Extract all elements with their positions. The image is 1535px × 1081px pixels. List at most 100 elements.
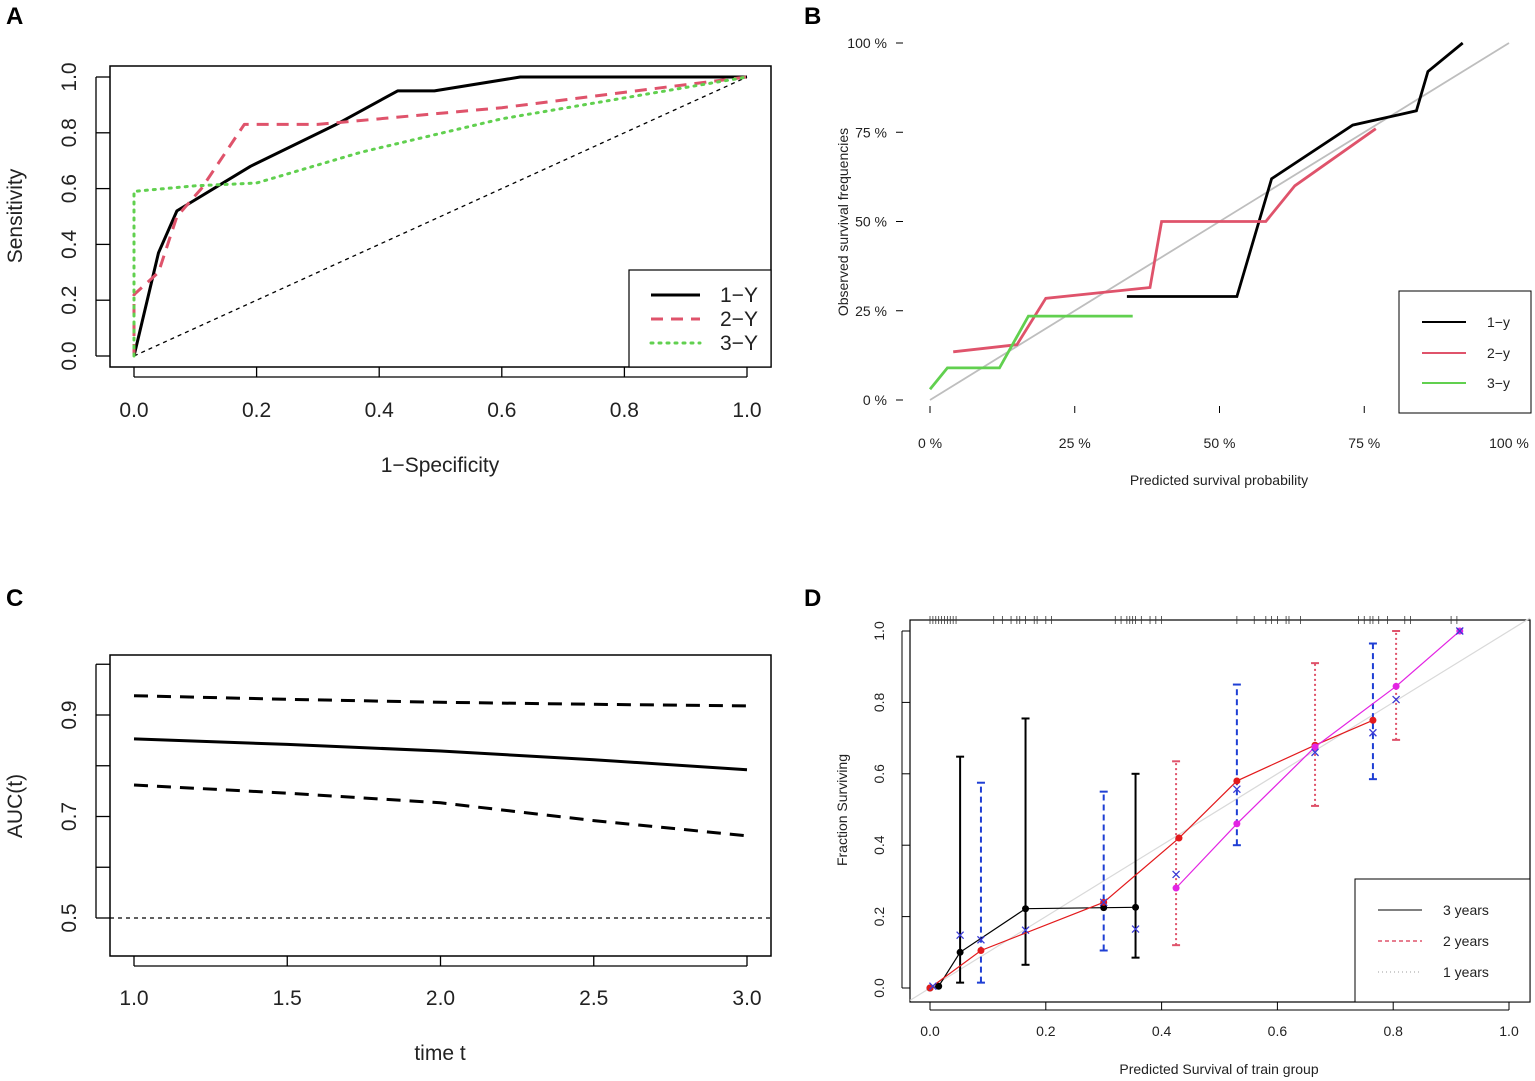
panel-d-x-marker (1455, 627, 1464, 635)
panel-d-x-tick-label: 0.2 (1036, 1023, 1056, 1039)
panel-d-x-tick-label: 0.6 (1268, 1023, 1288, 1039)
panel-b-y-tick-label: 100 % (847, 35, 887, 51)
panel-c-x-tick-label: 3.0 (732, 987, 761, 1010)
panel-d-y-tick-label: 0.0 (871, 978, 887, 998)
panel-a-x-tick-label: 0.2 (242, 399, 271, 422)
panel-c-x-tick-label: 1.5 (273, 987, 302, 1010)
panel-d-x-marker (976, 935, 985, 944)
panel-d-x-marker (956, 931, 965, 940)
panel-d-y-tick-label: 0.8 (871, 692, 887, 712)
panel-b-legend: 1−y 2−y 3−y (1398, 290, 1532, 414)
panel-b-calibration-chart: 0 % 25 % 50 % 75 % 100 % 0 % 25 % 50 % 75 % 100 %… (835, 35, 1532, 488)
panel-b-legend-label-3y: 3−y (1487, 375, 1510, 391)
panel-c-auc-chart: 1.0 1.5 2.0 2.5 3.0 0.5 0.7 0.9 time t AUC(t) (4, 654, 772, 1065)
panel-a-legend-label-3y: 3−Y (720, 332, 758, 355)
panel-d-point (1175, 834, 1183, 842)
panel-c-series-3 (133, 783, 748, 838)
panel-a-y-tick-label: 0.6 (58, 174, 81, 203)
panel-d-point (935, 982, 943, 990)
panel-d-legend-label-3-years: 3 years (1443, 902, 1489, 918)
panel-a-legend: 1−Y 2−Y 3−Y (628, 269, 772, 368)
panel-d-legend-label-2-years: 2 years (1443, 933, 1489, 949)
panel-b-series-3 (928, 314, 1133, 391)
panel-d-x-marker (1172, 870, 1181, 879)
panel-a-x-tick-label: 1.0 (732, 399, 761, 422)
panel-a-series-3 (132, 75, 749, 358)
panel-d-point (977, 947, 985, 955)
panel-d-x-marker (1131, 925, 1140, 934)
panel-c-y-tick-label: 0.5 (58, 903, 81, 932)
panel-d-point (1172, 884, 1180, 892)
panel-d-x-marker (1232, 785, 1241, 794)
panel-a-series-1 (132, 75, 747, 357)
panel-a-x-tick-label: 0.4 (365, 399, 395, 422)
panel-a-y-tick-label: 0.8 (58, 118, 81, 147)
panel-a-y-tick-label: 1.0 (58, 62, 81, 91)
panel-d-x-label: Predicted Survival of train group (1119, 1061, 1318, 1077)
panel-c-x-label: time t (414, 1042, 466, 1065)
panel-d-y-tick-label: 0.6 (871, 764, 887, 784)
panel-b-x-label: Predicted survival probability (1130, 472, 1308, 488)
panel-b-legend-label-1y: 1−y (1487, 314, 1510, 330)
panel-a-x-tick-label: 0.8 (610, 399, 639, 422)
panel-letter-b: B (804, 3, 821, 30)
panel-d-y-tick-label: 1.0 (871, 621, 887, 641)
panel-letter-c: C (6, 585, 23, 612)
panel-d-point (1392, 682, 1400, 690)
panel-d-legend: 3 years 2 years 1 years (1354, 878, 1531, 1003)
panel-d-y-tick-label: 0.4 (871, 835, 887, 855)
panel-d-x-marker (1311, 748, 1319, 757)
panel-d-legend-label-1-years: 1 years (1443, 964, 1489, 980)
panel-c-x-tick-label: 2.5 (579, 987, 608, 1010)
panel-b-legend-label-2y: 2−y (1487, 345, 1510, 361)
panel-b-y-tick-label: 75 % (855, 124, 887, 140)
panel-d-x-marker (1368, 728, 1377, 737)
panel-a-legend-label-1y: 1−Y (720, 284, 758, 307)
panel-a-legend-label-2y: 2−Y (720, 308, 758, 331)
panel-d-point (1369, 716, 1377, 724)
panel-b-x-tick-label: 75 % (1348, 435, 1380, 451)
panel-d-calibration-chart: 0.0 0.2 0.4 0.6 0.8 1.0 0.0 0.2 0.4 0.6 0.8 1.0 Pre… (834, 616, 1531, 1077)
panel-d-legend-box (1354, 878, 1531, 1003)
panel-a-x-tick-label: 0.0 (119, 399, 148, 422)
panel-d-y-label: Fraction Surviving (834, 754, 850, 866)
panel-d-point (1022, 905, 1030, 913)
panel-b-y-label: Observed survival frequencies (835, 128, 851, 316)
panel-a-y-label: Sensitivity (4, 168, 27, 263)
panel-a-x-tick-label: 0.6 (487, 399, 516, 422)
panel-d-x-marker (1021, 926, 1030, 935)
panel-d-point (1132, 903, 1140, 911)
panel-b-series-2 (953, 127, 1377, 354)
panel-c-series-2 (133, 694, 748, 708)
panel-c-y-tick-label: 0.9 (58, 700, 81, 729)
panel-d-series-line-3 (1175, 630, 1461, 889)
panel-a-plot-frame (109, 65, 772, 368)
panel-c-y-tick-label: 0.7 (58, 802, 81, 831)
panel-c-x-tick-label: 1.0 (119, 987, 148, 1010)
panel-b-x-tick-label: 0 % (918, 435, 942, 451)
panel-b-x-tick-label: 100 % (1489, 435, 1529, 451)
panel-a-y-tick-label: 0.2 (58, 286, 81, 315)
panel-d-plot-frame (909, 619, 1531, 1003)
panel-d-point (1233, 820, 1241, 828)
panel-d-y-tick-label: 0.2 (871, 907, 887, 927)
panel-b-y-tick-label: 25 % (855, 303, 887, 319)
panel-d-series-line-2 (929, 719, 1374, 989)
panel-b-x-tick-label: 25 % (1059, 435, 1091, 451)
panel-b-series-1 (1126, 41, 1464, 298)
panel-d-x-tick-label: 1.0 (1499, 1023, 1519, 1039)
panel-letter-a: A (6, 3, 23, 30)
panel-a-y-tick-label: 0.0 (58, 341, 81, 370)
panel-d-x-tick-label: 0.0 (920, 1023, 940, 1039)
panel-a-roc-chart: 0.0 0.2 0.4 0.6 0.8 1.0 0.0 0.2 0.4 0.6 0.8 1.0 1−S… (4, 62, 772, 477)
panel-a-reference-line (133, 76, 748, 357)
panel-c-plot-frame (109, 654, 772, 957)
panel-d-point (1100, 904, 1108, 912)
panel-a-y-tick-label: 0.4 (58, 229, 81, 259)
panel-a-x-label: 1−Specificity (381, 454, 500, 477)
panel-d-point (956, 948, 964, 956)
panel-d-reference-line (909, 617, 1531, 1001)
panel-d-point (1311, 743, 1319, 751)
panel-c-series-1 (133, 737, 748, 772)
